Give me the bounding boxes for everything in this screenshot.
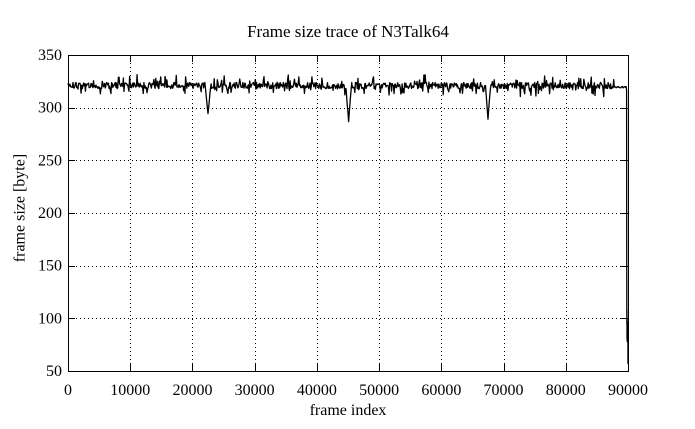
y-tick-label: 300 xyxy=(38,100,62,117)
y-tick-label: 250 xyxy=(38,152,62,169)
y-tick-label: 350 xyxy=(38,47,62,64)
x-tick-label: 40000 xyxy=(297,382,337,399)
y-axis-label: frame size [byte] xyxy=(11,153,29,263)
x-tick-label: 70000 xyxy=(484,382,524,399)
x-tick-label: 0 xyxy=(64,382,72,399)
frame-size-trace xyxy=(67,74,629,365)
x-tick-label: 60000 xyxy=(421,382,461,399)
y-tick-label: 100 xyxy=(38,310,62,327)
y-tick-label: 150 xyxy=(38,258,62,275)
x-axis-label: frame index xyxy=(309,402,387,419)
chart-title: Frame size trace of N3Talk64 xyxy=(247,22,449,41)
x-tick-label: 30000 xyxy=(235,382,275,399)
x-tick-label: 20000 xyxy=(172,382,212,399)
x-tick-label: 50000 xyxy=(359,382,399,399)
x-tick-label: 80000 xyxy=(546,382,586,399)
y-tick-label: 50 xyxy=(46,363,62,380)
y-tick-label: 200 xyxy=(38,205,62,222)
x-tick-label: 10000 xyxy=(110,382,150,399)
x-tick-label: 90000 xyxy=(608,382,648,399)
